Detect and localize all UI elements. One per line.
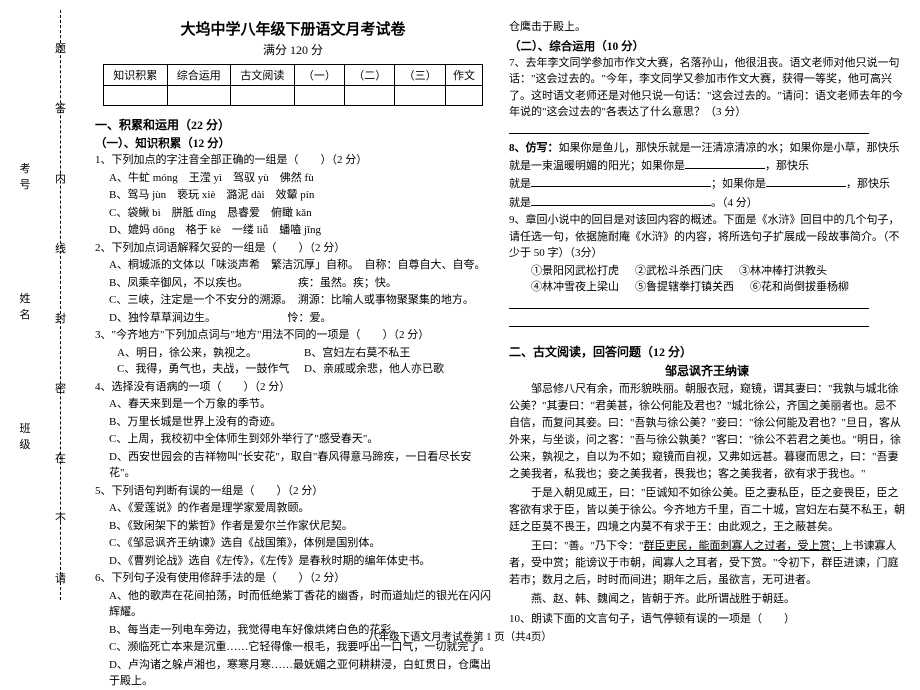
binding-char-4: 封 [55,310,66,326]
binding-margin: 题 答 内 线 封 密 在 不 请 考号 姓名 班级 [0,0,90,610]
q10-stem: 10、朗读下面的文言句子，语气停顿有误的一项是（ ） [509,611,905,628]
q6-opt-d: D、卢沟诸之躲卢湘也，寒寒月寒……最妩媚之亚何耕耕浸，白虹贯日，仓鹰出于殿上。 [95,657,491,690]
th-1: 综合运用 [167,65,231,86]
left-column: 大坞中学八年级下册语文月考试卷 满分 120 分 知识积累 综合运用 古文阅读 … [95,18,491,690]
q2-opt-d: D、独怜草草涧边生。 怜：爱。 [95,310,491,327]
q9-item-5: ⑤鲁提辖拳打镇关西 [635,279,734,296]
q9-stem: 9、章回小说中的回目是对该回内容的概述。下面是《水浒》回目中的几个句子，请任选一… [509,212,905,262]
q8-l2: 就是；如果你是，那快乐 [509,175,905,193]
q9-item-4: ④林冲雪夜上梁山 [531,279,619,296]
q3-opt-b: B、宫妇左右莫不私王 [304,345,491,362]
q3-opts: A、明日，徐公来，孰视之。 B、宫妇左右莫不私王 C、我得，勇气也，夫战，一鼓作… [95,345,491,378]
binding-field-name: 姓名 [18,290,32,322]
q4-opt-c: C、上周，我校初中全体师生到郊外举行了"感受春天"。 [95,431,491,448]
tv-2 [231,86,295,106]
exam-subtitle: 满分 120 分 [95,41,491,58]
q3-stem: 3、"今齐地方"下列加点词与"地方"用法不同的一项是（ ）（2 分） [95,327,491,344]
q4-opt-a: A、春天来到是一个万象的季节。 [95,396,491,413]
section-2-heading: 二、古文阅读，回答问题（12 分） [509,343,905,360]
q3-opt-a: A、明日，徐公来，孰视之。 [117,345,304,362]
binding-char-0: 题 [55,40,66,56]
exam-title: 大坞中学八年级下册语文月考试卷 [95,18,491,39]
score-table: 知识积累 综合运用 古文阅读 （一） （二） （三） 作文 [103,64,483,106]
tv-0 [103,86,167,106]
q9-blank2 [509,315,905,333]
q9-item-3: ③林冲棒打洪教头 [739,263,827,280]
tv-5 [395,86,445,106]
q7-blank [509,122,905,140]
q9-item-2: ②武松斗杀西门庆 [635,263,723,280]
q9-items: ①景阳冈武松打虎 ②武松斗杀西门庆 ③林冲棒打洪教头 ④林冲雪夜上梁山 ⑤鲁提辖… [509,263,905,296]
q9-item-1: ①景阳冈武松打虎 [531,263,619,280]
q4-opt-b: B、万里长城是世界上没有的奇迹。 [95,414,491,431]
q9-blank1 [509,297,905,315]
q5-opt-a: A、《爱莲说》的作者是理学家爱周敦颐。 [95,500,491,517]
q6-stem: 6、下列句子没有使用修辞手法的是（ ）（2 分） [95,570,491,587]
q4-stem: 4、选择没有语病的一项（ ）（2 分） [95,379,491,396]
right-column: 仓鹰击于殿上。 （二）、综合运用（10 分） 7、去年李文同学参加市作文大赛，名… [509,18,905,690]
binding-char-7: 不 [55,510,66,526]
q4-opt-d: D、西安世园会的吉祥物叫"长安花"，取自"春风得意马蹄疾，一日看尽长安花"。 [95,449,491,482]
passage-p4: 燕、赵、韩、魏闻之，皆朝于齐。此所谓战胜于朝廷。 [509,591,905,608]
q2-opt-a: A、桐城派的文体以「味淡声希 繁洁沉厚」自称。 自称：自尊自大、自夸。 [95,257,491,274]
th-3: （一） [294,65,344,86]
page-footer: 八年级下语文月考试卷第 1 页（共4页） [0,629,920,644]
binding-char-3: 线 [55,240,66,256]
q2-opt-b: B、凤乘辛御风，不以疾也。 疾：虽然。疾；快。 [95,275,491,292]
q3-opt-c: C、我得，勇气也，夫战，一鼓作气 [117,361,304,378]
binding-field-class: 班级 [18,420,32,452]
q5-opt-b: B、《致闲架下的紫哲》作者是爱尔兰作家伏尼契。 [95,518,491,535]
tv-6 [445,86,482,106]
passage-p2: 于是入朝见威王，曰："臣诚知不如徐公美。臣之妻私臣，臣之妾畏臣，臣之客欲有求于臣… [509,485,905,536]
score-value-row [103,86,482,106]
section-1-1-heading: （一）、知识积累（12 分） [95,135,491,151]
q2-opt-c: C、三峡，注定是一个不安分的溯源。 溯源：比喻人或事物聚聚集的地方。 [95,292,491,309]
section-1-2-heading: （二）、综合运用（10 分） [509,38,905,54]
q1-stem: 1、下列加点的字注音全部正确的一组是（ ）（2 分） [95,152,491,169]
q8-l3: 就是。（4 分） [509,194,905,212]
th-5: （三） [395,65,445,86]
score-header-row: 知识积累 综合运用 古文阅读 （一） （二） （三） 作文 [103,65,482,86]
q6-cont: 仓鹰击于殿上。 [509,19,905,36]
q6-opt-a: A、他的歌声在花间拍荡，时而低绝紫丁香花的幽香，时而道灿烂的银光在闪闪辉耀。 [95,588,491,621]
th-6: 作文 [445,65,482,86]
q1-opt-d: D、媲妈 dōng 格于 kè 一缕 liǚ 蟠嗑 jīng [95,222,491,239]
q1-opt-b: B、驾马 jùn 亵玩 xiè 潞泥 dài 效颦 pín [95,187,491,204]
q3-opt-d: D、亲戚或余悲，他人亦已歌 [304,361,491,378]
th-0: 知识积累 [103,65,167,86]
passage-p3: 王曰："善。"乃下令："群臣吏民，能面刺寡人之过者，受上赏；上书谏寡人者，受中赏… [509,538,905,589]
passage-title: 邹忌讽齐王纳谏 [509,362,905,379]
q9-item-6: ⑥花和尚倒拔垂杨柳 [750,279,849,296]
q7-stem: 7、去年李文同学参加市作文大赛，名落孙山，他很沮丧。语文老师对他只说一句话："这… [509,55,905,121]
tv-4 [345,86,395,106]
binding-char-8: 请 [55,570,66,586]
q2-stem: 2、下列加点词语解释欠妥的一组是（ ）（2 分） [95,240,491,257]
q1-opt-a: A、牛虻 móng 王滢 yì 驾驭 yù 佛然 fù [95,170,491,187]
q8: 8、仿写：如果你是鱼儿，那快乐就是一汪清凉清凉的水；如果你是小草，那快乐就是一束… [509,140,905,174]
binding-field-exam-no: 考号 [18,160,32,192]
tv-1 [167,86,231,106]
th-4: （二） [345,65,395,86]
tv-3 [294,86,344,106]
q5-opt-d: D、《曹刿论战》选自《左传》，《左传》是春秋时期的编年体史书。 [95,553,491,570]
binding-char-2: 内 [55,170,66,186]
passage-p1: 邹忌修八尺有余，而形貌昳丽。朝服衣冠，窥镜，谓其妻曰："我孰与城北徐公美？"其妻… [509,381,905,483]
th-2: 古文阅读 [231,65,295,86]
binding-char-6: 在 [55,450,66,466]
q5-stem: 5、下列语句判断有误的一组是（ ）（2 分） [95,483,491,500]
content-columns: 大坞中学八年级下册语文月考试卷 满分 120 分 知识积累 综合运用 古文阅读 … [95,18,905,690]
section-1-heading: 一、积累和运用（22 分） [95,116,491,133]
q5-opt-c: C、《邹忌讽齐王纳谏》选自《战国策》，体例是国别体。 [95,535,491,552]
q1-opt-c: C、袋鳅 bì 胼胝 dǐng 恳睿爱 俯瞰 kǎn [95,205,491,222]
binding-char-1: 答 [55,100,66,116]
binding-char-5: 密 [55,380,66,396]
